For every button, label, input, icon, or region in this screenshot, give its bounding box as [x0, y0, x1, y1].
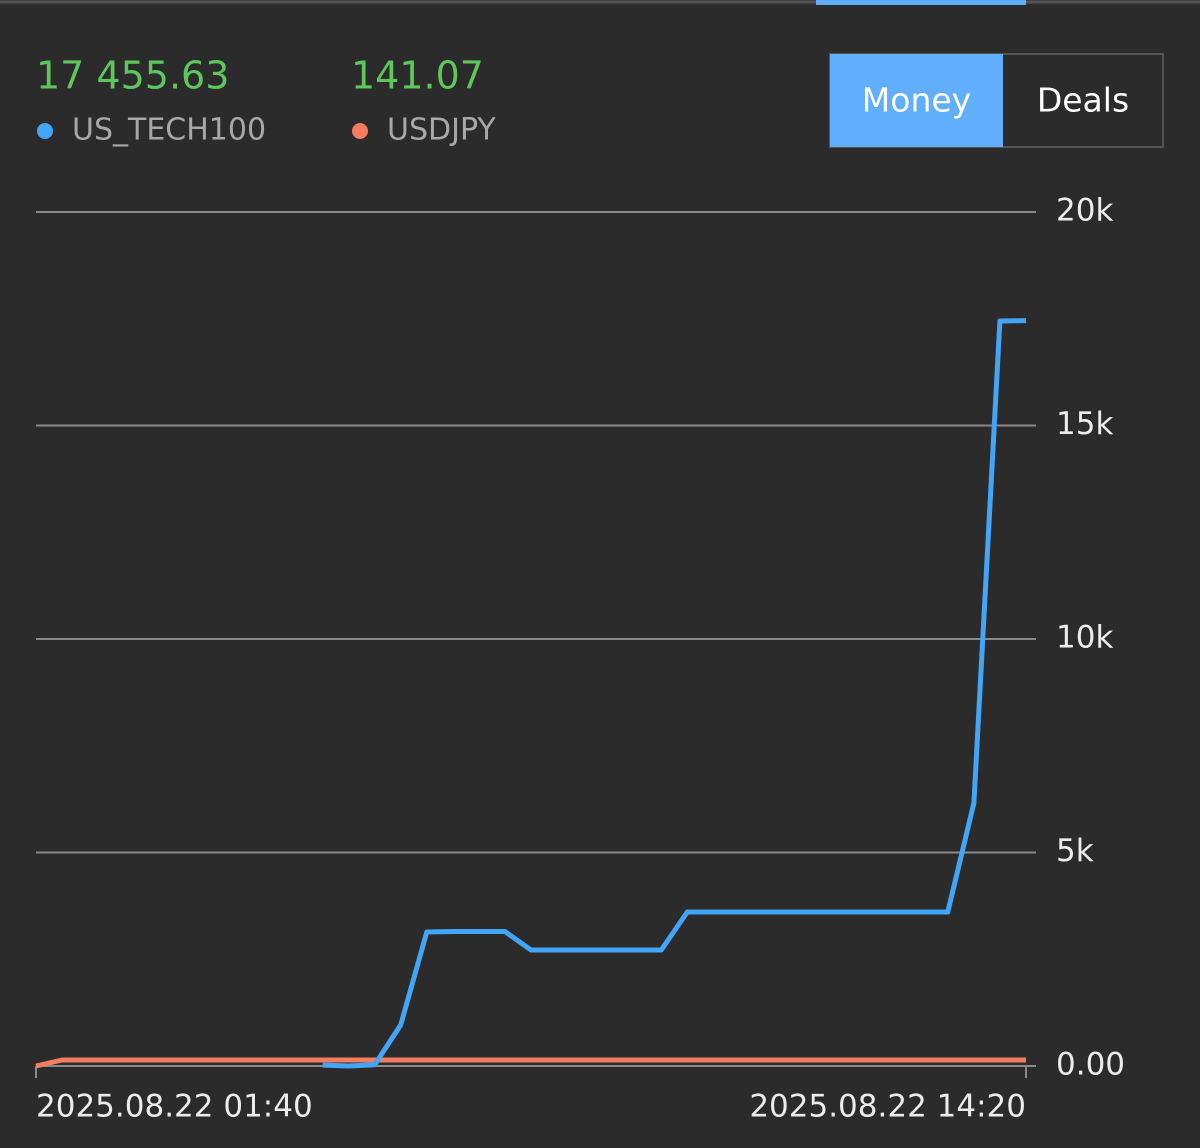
last-value: 17 455.63 — [36, 54, 229, 98]
y-tick-label: 20k — [1056, 193, 1113, 229]
tab-label[interactable]: Deals — [1037, 81, 1129, 120]
legend-dot — [352, 123, 368, 139]
x-tick-label: 2025.08.22 14:20 — [749, 1089, 1026, 1125]
y-tick-label: 5k — [1056, 833, 1094, 869]
last-value: 141.07 — [351, 54, 484, 98]
legend-label: USDJPY — [387, 113, 496, 148]
legend-label: US_TECH100 — [72, 113, 266, 148]
tab-label[interactable]: Money — [862, 81, 971, 120]
y-tick-label: 10k — [1056, 620, 1113, 656]
x-tick-label: 2025.08.22 01:40 — [36, 1089, 313, 1125]
y-tick-label: 15k — [1056, 406, 1113, 442]
series-line — [322, 318, 1027, 1069]
legend-dot — [37, 123, 53, 139]
tab-button[interactable] — [830, 54, 1003, 147]
y-tick-label: 0.00 — [1056, 1047, 1125, 1083]
series-line — [35, 1057, 1026, 1069]
tab-indicator — [816, 0, 1026, 5]
